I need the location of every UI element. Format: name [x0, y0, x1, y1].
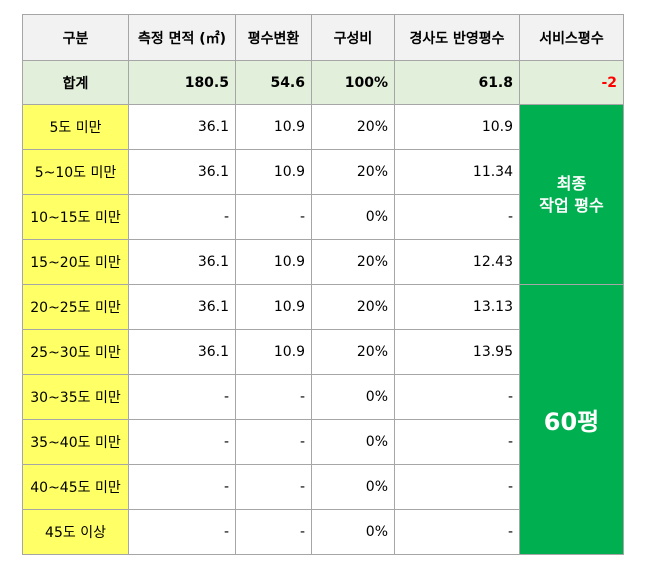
total-label[interactable]: 합계 [22, 60, 129, 105]
row-slope[interactable]: 11.34 [394, 149, 520, 195]
header-ratio[interactable]: 구성비 [311, 14, 395, 61]
row-label[interactable]: 20~25도 미만 [22, 284, 129, 330]
row-slope[interactable]: 13.95 [394, 329, 520, 375]
row-pyeong[interactable]: 10.9 [235, 329, 312, 375]
row-label[interactable]: 45도 이상 [22, 509, 129, 555]
total-row: 합계 180.5 54.6 100% 61.8 -2 [22, 60, 624, 105]
table-row: 45도 이상 - - 0% - [22, 509, 624, 555]
row-ratio[interactable]: 20% [311, 284, 395, 330]
total-slope[interactable]: 61.8 [394, 60, 520, 105]
header-category[interactable]: 구분 [22, 14, 129, 61]
total-ratio[interactable]: 100% [311, 60, 395, 105]
table-row: 5도 미만 36.1 10.9 20% 10.9 최종 작업 평수 [22, 104, 624, 285]
table-row: 20~25도 미만 36.1 10.9 20% 13.13 60평 [22, 284, 624, 555]
row-slope[interactable]: 13.13 [394, 284, 520, 330]
row-area[interactable]: - [128, 509, 236, 555]
row-area[interactable]: 36.1 [128, 104, 236, 150]
row-area[interactable]: - [128, 194, 236, 240]
row-pyeong[interactable]: - [235, 374, 312, 420]
row-ratio[interactable]: 0% [311, 374, 395, 420]
row-label[interactable]: 10~15도 미만 [22, 194, 129, 240]
table-row: 40~45도 미만 - - 0% - [22, 464, 624, 510]
header-row: 구분 측정 면적 (㎡) 평수변환 구성비 경사도 반영평수 서비스평수 [22, 14, 624, 61]
row-ratio[interactable]: 20% [311, 104, 395, 150]
table-row: 25~30도 미만 36.1 10.9 20% 13.95 [22, 329, 624, 375]
row-ratio[interactable]: 20% [311, 239, 395, 285]
row-ratio[interactable]: 0% [311, 194, 395, 240]
row-label[interactable]: 30~35도 미만 [22, 374, 129, 420]
row-pyeong[interactable]: 10.9 [235, 104, 312, 150]
table-row: 35~40도 미만 - - 0% - [22, 419, 624, 465]
row-area[interactable]: 36.1 [128, 284, 236, 330]
final-pyeong-value-cell[interactable]: 60평 [519, 284, 624, 555]
header-pyeong[interactable]: 평수변환 [235, 14, 312, 61]
spreadsheet-table-container: 구분 측정 면적 (㎡) 평수변환 구성비 경사도 반영평수 서비스평수 합계 … [22, 14, 624, 555]
row-pyeong[interactable]: - [235, 464, 312, 510]
table-row: 5~10도 미만 36.1 10.9 20% 11.34 [22, 149, 624, 195]
row-slope[interactable]: 10.9 [394, 104, 520, 150]
row-pyeong[interactable]: - [235, 509, 312, 555]
row-slope[interactable]: - [394, 509, 520, 555]
row-ratio[interactable]: 0% [311, 419, 395, 465]
table-row: 15~20도 미만 36.1 10.9 20% 12.43 [22, 239, 624, 285]
final-work-area-cell[interactable]: 최종 작업 평수 [519, 104, 624, 285]
row-label[interactable]: 40~45도 미만 [22, 464, 129, 510]
row-area[interactable]: - [128, 374, 236, 420]
row-area[interactable]: 36.1 [128, 329, 236, 375]
row-slope[interactable]: 12.43 [394, 239, 520, 285]
row-label[interactable]: 35~40도 미만 [22, 419, 129, 465]
row-slope[interactable]: - [394, 419, 520, 465]
row-area[interactable]: - [128, 464, 236, 510]
header-slope-pyeong[interactable]: 경사도 반영평수 [394, 14, 520, 61]
row-pyeong[interactable]: 10.9 [235, 239, 312, 285]
row-area[interactable]: - [128, 419, 236, 465]
row-slope[interactable]: - [394, 464, 520, 510]
row-slope[interactable]: - [394, 194, 520, 240]
row-area[interactable]: 36.1 [128, 239, 236, 285]
row-slope[interactable]: - [394, 374, 520, 420]
row-ratio[interactable]: 20% [311, 149, 395, 195]
row-label[interactable]: 15~20도 미만 [22, 239, 129, 285]
final-label-line1: 최종 [556, 173, 587, 193]
row-pyeong[interactable]: 10.9 [235, 284, 312, 330]
row-pyeong[interactable]: - [235, 194, 312, 240]
row-pyeong[interactable]: 10.9 [235, 149, 312, 195]
table-row: 10~15도 미만 - - 0% - [22, 194, 624, 240]
final-pyeong-value: 60평 [543, 408, 600, 436]
slope-area-table: 구분 측정 면적 (㎡) 평수변환 구성비 경사도 반영평수 서비스평수 합계 … [22, 14, 624, 555]
row-ratio[interactable]: 0% [311, 509, 395, 555]
row-label[interactable]: 5~10도 미만 [22, 149, 129, 195]
header-service-pyeong[interactable]: 서비스평수 [519, 14, 624, 61]
total-pyeong[interactable]: 54.6 [235, 60, 312, 105]
row-label[interactable]: 25~30도 미만 [22, 329, 129, 375]
row-pyeong[interactable]: - [235, 419, 312, 465]
row-area[interactable]: 36.1 [128, 149, 236, 195]
total-area[interactable]: 180.5 [128, 60, 236, 105]
final-label-line2: 작업 평수 [539, 195, 604, 215]
total-service[interactable]: -2 [519, 60, 624, 105]
header-area[interactable]: 측정 면적 (㎡) [128, 14, 236, 61]
row-ratio[interactable]: 20% [311, 329, 395, 375]
row-ratio[interactable]: 0% [311, 464, 395, 510]
row-label[interactable]: 5도 미만 [22, 104, 129, 150]
